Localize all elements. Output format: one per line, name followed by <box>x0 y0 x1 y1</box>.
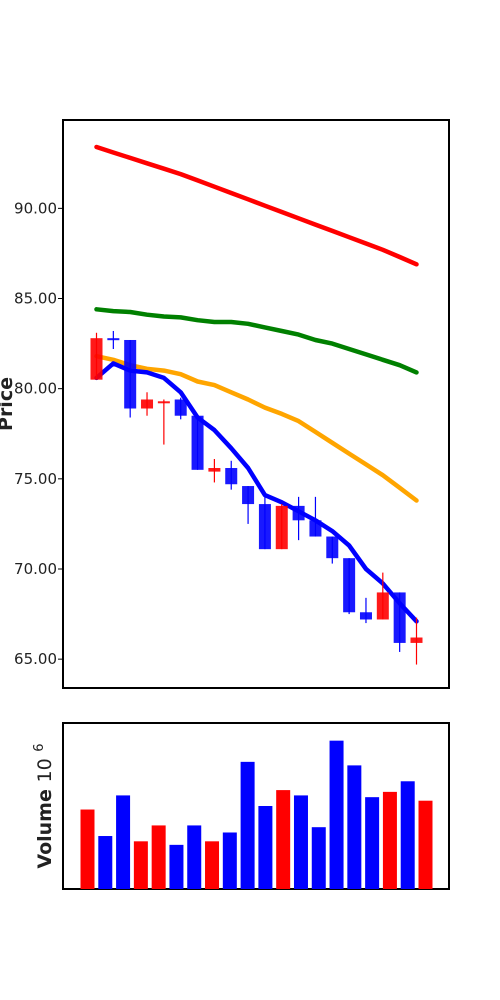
volume-bar <box>187 825 202 889</box>
candle-body <box>343 558 356 613</box>
price-tick-label: 80.00 <box>14 380 57 398</box>
volume-axis-label-base: 10 <box>34 758 56 782</box>
candle-body <box>191 415 204 470</box>
volume-bar <box>258 806 273 889</box>
price-tick-label: 70.00 <box>14 560 57 578</box>
moving-average-line-2 <box>94 307 419 375</box>
volume-bar <box>151 825 166 889</box>
volume-axis-label: Volume 10 6 <box>32 743 56 868</box>
moving-average-line-1 <box>94 144 419 267</box>
candlesticks <box>90 330 423 665</box>
volume-plot-frame <box>62 722 450 890</box>
candle-body <box>275 505 288 550</box>
volume-bar <box>365 797 380 889</box>
volume-bar <box>400 781 415 889</box>
candle-body <box>376 592 389 620</box>
volume-bar <box>382 791 397 889</box>
moving-average-line-3 <box>94 353 419 503</box>
candle-body <box>124 339 137 409</box>
volume-bar <box>311 827 326 889</box>
candle-body <box>326 536 339 559</box>
price-tick-label: 75.00 <box>14 470 57 488</box>
candle-body <box>174 399 187 416</box>
price-axis-label: Price <box>0 377 17 431</box>
candle-body <box>242 486 255 505</box>
candle-body <box>225 468 238 485</box>
volume-bar <box>347 765 362 889</box>
candle-body <box>208 468 221 472</box>
volume-bar <box>98 836 113 889</box>
candle-body <box>157 401 170 404</box>
candle-body <box>309 520 322 537</box>
candle-body <box>359 612 372 620</box>
volume-panel: Volume 10 6 <box>32 722 450 890</box>
volume-bar <box>80 809 95 889</box>
moving-average-line-4 <box>94 361 419 624</box>
candle-body <box>258 504 271 550</box>
candle-body <box>90 338 103 380</box>
candle-body <box>141 399 154 409</box>
volume-bar <box>276 790 291 889</box>
volume-axis-label-exponent: 6 <box>32 743 47 751</box>
volume-bar <box>133 841 148 889</box>
price-y-ticks: 65.00 70.00 75.00 80.00 85.00 90.00 <box>14 199 63 668</box>
volume-bar <box>240 761 255 889</box>
volume-bar <box>418 800 433 889</box>
candle-body <box>393 592 406 643</box>
volume-bars <box>80 740 433 889</box>
volume-axis-label-text: Volume <box>34 789 56 868</box>
price-tick-label: 85.00 <box>14 290 57 308</box>
candle-body <box>107 338 120 341</box>
price-tick-label: 90.00 <box>14 199 57 217</box>
volume-bar <box>116 795 131 889</box>
candle-body <box>410 637 423 643</box>
volume-bar <box>329 740 344 889</box>
volume-bar <box>169 844 184 889</box>
candle-body <box>292 505 305 521</box>
price-tick-label: 65.00 <box>14 650 57 668</box>
volume-bar <box>293 795 308 889</box>
price-panel: 65.00 70.00 75.00 80.00 85.00 90.00 Price <box>0 119 450 689</box>
volume-bar <box>205 841 220 889</box>
moving-average-lines <box>94 144 419 624</box>
volume-bar <box>222 832 237 889</box>
price-plot-frame <box>62 119 450 689</box>
